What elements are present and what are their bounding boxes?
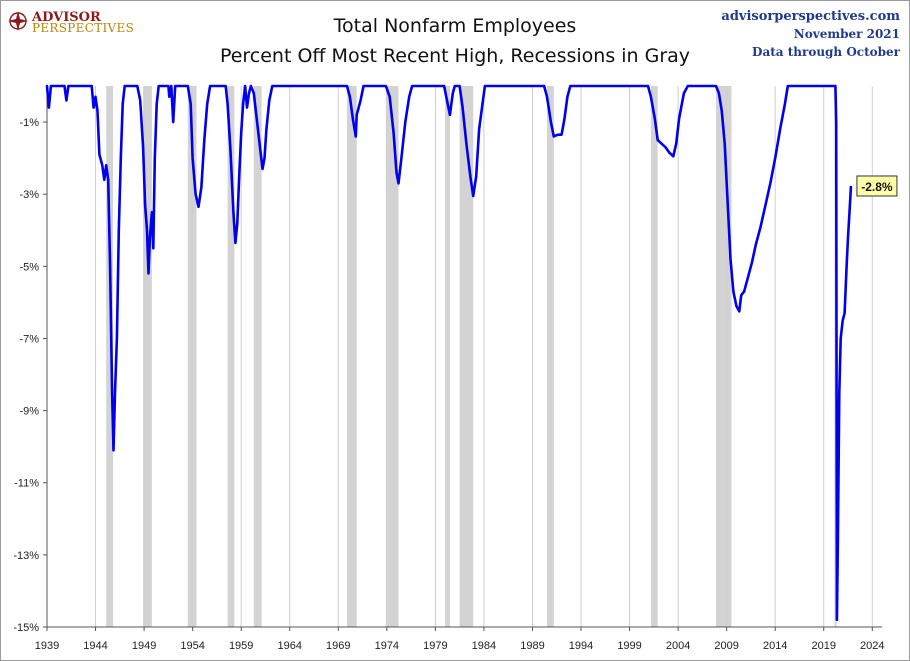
recession-band bbox=[143, 86, 152, 627]
recession-band bbox=[385, 86, 399, 627]
y-tick-label: -1% bbox=[19, 117, 39, 129]
x-tick-label: 1974 bbox=[375, 640, 399, 652]
chart-title: Total Nonfarm Employees bbox=[333, 15, 577, 37]
logo-line1: ADVISOR bbox=[31, 10, 101, 25]
source-note: Data through October bbox=[752, 45, 901, 59]
latest-value-callout-label: -2.8% bbox=[861, 180, 893, 194]
recession-band bbox=[347, 86, 357, 627]
x-tick-label: 1984 bbox=[472, 640, 496, 652]
logo-line2: PERSPECTIVES bbox=[32, 21, 134, 35]
x-tick-label: 1954 bbox=[180, 640, 204, 652]
recession-band bbox=[253, 86, 262, 627]
y-tick-label: -13% bbox=[13, 550, 39, 562]
y-tick-label: -7% bbox=[19, 333, 39, 345]
x-tick-label: 1999 bbox=[617, 640, 641, 652]
y-tick-label: -9% bbox=[19, 406, 39, 418]
latest-value-callout-box bbox=[856, 175, 898, 197]
recession-band bbox=[650, 86, 658, 627]
recession-band bbox=[106, 86, 114, 627]
y-tick-label: -5% bbox=[19, 261, 39, 273]
recession-band bbox=[459, 86, 474, 627]
x-tick-label: 1989 bbox=[520, 640, 544, 652]
series-line bbox=[45, 84, 853, 622]
x-tick-label: 2009 bbox=[714, 640, 738, 652]
y-tick-label: -11% bbox=[14, 478, 39, 490]
x-tick-label: 1994 bbox=[569, 640, 593, 652]
chart-subtitle: Percent Off Most Recent High, Recessions… bbox=[220, 45, 690, 67]
compass-rose-icon bbox=[8, 11, 28, 31]
plot-area: 1939 1944 1949 1954 1959 1964 1969 1974 1979 1984… bbox=[13, 84, 898, 652]
x-tick-label: 1964 bbox=[277, 640, 301, 652]
advisor-perspectives-logo: ADVISOR PERSPECTIVES bbox=[8, 10, 134, 35]
x-tick-label: 2014 bbox=[763, 640, 787, 652]
recession-band bbox=[715, 86, 732, 627]
source-site: advisorperspectives.com bbox=[721, 9, 900, 24]
x-tick-label: 2004 bbox=[666, 640, 690, 652]
x-tick-label: 1949 bbox=[132, 640, 156, 652]
source-date: November 2021 bbox=[794, 27, 900, 41]
recession-band bbox=[445, 86, 450, 627]
y-tick-label: -3% bbox=[19, 189, 39, 201]
recession-band bbox=[547, 86, 554, 627]
x-tick-label: 1939 bbox=[35, 640, 59, 652]
recession-band bbox=[227, 86, 235, 627]
x-tick-label: 1979 bbox=[423, 640, 447, 652]
y-tick-label: -15% bbox=[13, 622, 39, 634]
x-tick-label: 2019 bbox=[812, 640, 836, 652]
x-tick-label: 1959 bbox=[229, 640, 253, 652]
x-tick-label: 1969 bbox=[326, 640, 350, 652]
x-tick-label: 2024 bbox=[860, 640, 884, 652]
x-tick-label: 1944 bbox=[83, 640, 107, 652]
